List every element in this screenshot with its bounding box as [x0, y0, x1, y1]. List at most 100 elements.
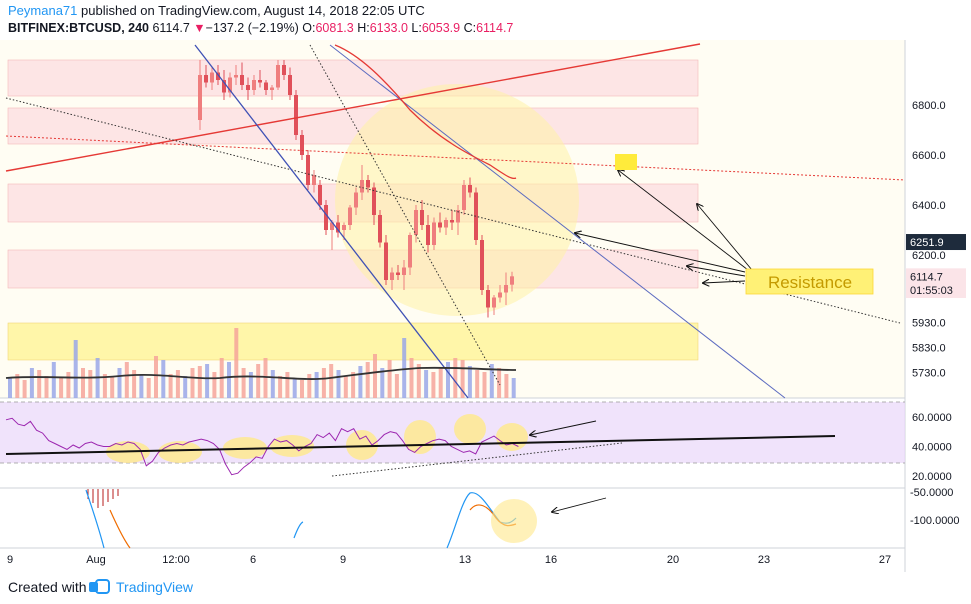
volume-bar: [37, 370, 42, 398]
time-tick-label: 9: [7, 554, 13, 566]
candle-body: [336, 222, 340, 233]
red-trendline: [5, 43, 701, 172]
candle-body: [270, 87, 274, 90]
volume-bar: [175, 370, 180, 398]
candle-body: [408, 235, 412, 268]
volume-bar: [438, 368, 443, 398]
low-value: 6053.9: [421, 21, 461, 35]
volume-bar: [453, 358, 458, 398]
close-label: C:: [463, 21, 477, 35]
highlight-circle: [335, 84, 579, 316]
volume-bar: [212, 372, 217, 398]
volume-bar: [183, 376, 188, 398]
volume-bar: [292, 378, 297, 398]
candle-body: [216, 72, 220, 80]
symbol-label: BITFINEX:BTCUSD, 240: [8, 21, 149, 35]
candle-body: [300, 135, 304, 155]
footer: Created with TradingView: [0, 572, 971, 604]
blue-channel-2: [329, 44, 786, 399]
price-badge-label: 6114.7: [910, 271, 943, 283]
ma-black-line: [5, 366, 517, 380]
candle-body: [474, 192, 478, 240]
price-badge: [906, 234, 966, 251]
candle-body: [486, 290, 490, 308]
candle-body: [360, 180, 364, 193]
open-value: 6081.3: [315, 21, 354, 35]
volume-bar: [365, 362, 370, 398]
volume-bar: [394, 374, 399, 398]
volume-bar: [424, 370, 429, 398]
volume-bar: [205, 364, 210, 398]
close-value: 6114.7: [476, 21, 514, 35]
time-tick-label: 12:00: [162, 554, 190, 566]
volume-bar: [256, 364, 261, 398]
candle-body: [444, 220, 448, 228]
macd-pane: [85, 489, 607, 549]
candle-body: [240, 75, 244, 85]
time-tick-label: Aug: [86, 554, 106, 566]
candle-body: [384, 242, 388, 280]
macd-tick-label: -100.0000: [910, 515, 960, 527]
candle-body: [324, 205, 328, 230]
candle-body: [468, 185, 472, 193]
down-arrow-icon: ▼: [193, 21, 206, 35]
candle-body: [294, 95, 298, 135]
candle-body: [252, 80, 256, 90]
resistance-label: Resistance: [768, 273, 852, 292]
volume-bars: [8, 328, 516, 398]
price-tick-label: 5930.0: [912, 318, 946, 330]
volume-bar: [88, 370, 93, 398]
volume-bar: [8, 378, 12, 398]
candle-body: [234, 75, 238, 78]
macd-tick-label: -50.0000: [910, 487, 953, 499]
tradingview-brand[interactable]: TradingView: [116, 579, 194, 595]
candle-body: [246, 85, 250, 90]
red-zone-1: [7, 59, 699, 97]
time-tick-label: 16: [545, 554, 557, 566]
volume-bar: [373, 354, 377, 398]
open-label: O:: [302, 21, 316, 35]
candle-body: [372, 187, 376, 215]
candle-body: [462, 185, 466, 210]
rsi-line: [5, 417, 519, 476]
price-tick-label: 6200.0: [912, 250, 946, 262]
yellow-zone: [7, 322, 699, 361]
price-tick-label: 5830.0: [912, 343, 946, 355]
candle-body: [402, 267, 406, 275]
volume-bar: [387, 360, 392, 398]
volume-bar: [51, 362, 56, 398]
candle-body: [396, 272, 400, 275]
chart-area[interactable]: Resistance 6800.0: [0, 40, 971, 572]
volume-bar: [110, 376, 115, 398]
volume-bar: [22, 380, 27, 398]
price-badge-label: 6251.9: [910, 237, 944, 249]
price-axis[interactable]: 6800.0 6600.0 6400.0 6200.0 5930.0 5830.0 5730…: [906, 100, 966, 380]
price-tick-label: 6600.0: [912, 150, 946, 162]
rsi-tick-label: 20.0000: [912, 471, 952, 483]
low-label: L:: [411, 21, 422, 35]
volume-bar: [161, 360, 166, 398]
candle-body: [306, 155, 310, 185]
price-badge: [906, 268, 966, 285]
volume-bar: [248, 372, 253, 398]
volume-bar: [380, 368, 385, 398]
published-text: published on TradingView.com, August 14,…: [81, 3, 425, 18]
volume-bar: [446, 362, 450, 398]
volume-bar: [336, 370, 341, 398]
red-zone-2: [7, 107, 699, 145]
candle-body: [378, 215, 382, 243]
flag-icon: [615, 154, 637, 170]
volume-bar: [278, 376, 283, 398]
candle-body: [288, 75, 292, 95]
volume-bar: [402, 338, 407, 398]
time-axis[interactable]: 9 Aug 12:00 6 9 13 16 20 23 27: [7, 554, 891, 566]
candle-body: [504, 285, 508, 293]
author-link[interactable]: Peymana71: [8, 3, 78, 18]
candle-body: [450, 220, 454, 223]
tradingview-logo-icon[interactable]: [88, 578, 110, 596]
candle-body: [204, 75, 208, 83]
price-tick-label: 6400.0: [912, 200, 946, 212]
volume-bar: [59, 378, 64, 398]
volume-bar: [511, 378, 516, 398]
volume-bar: [29, 368, 34, 398]
